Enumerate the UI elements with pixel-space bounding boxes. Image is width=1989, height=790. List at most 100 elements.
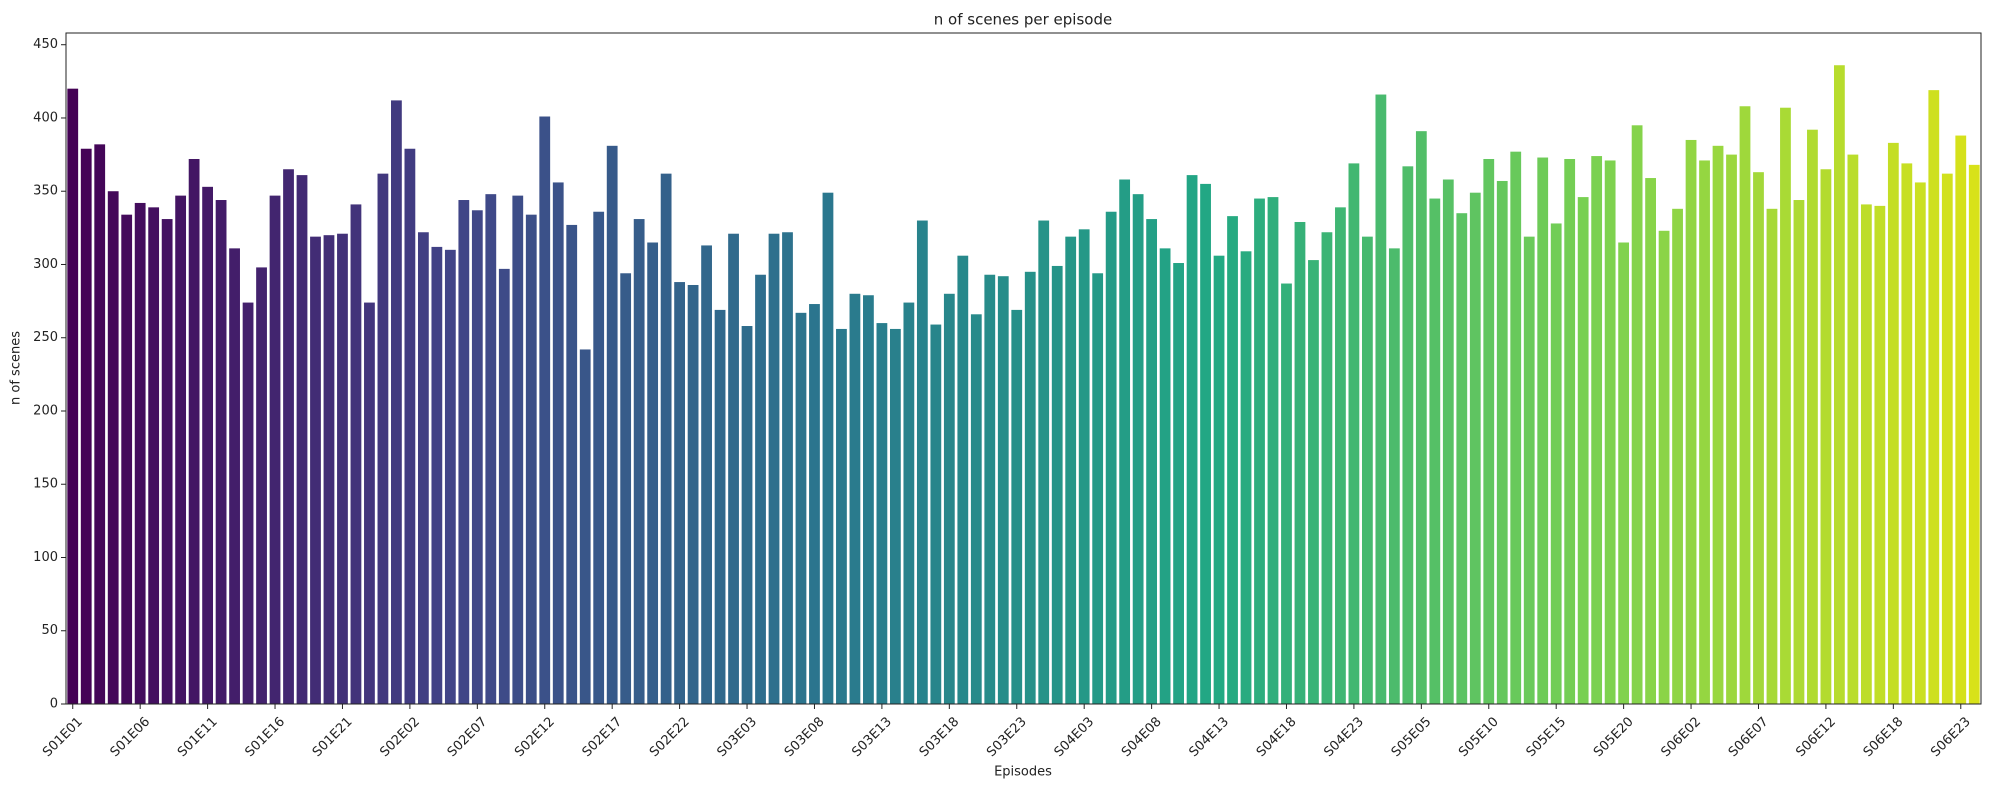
x-tick-label: S05E20 <box>1591 714 1637 760</box>
bar <box>1240 251 1252 705</box>
bar <box>836 328 847 704</box>
bar <box>916 220 928 704</box>
bar <box>755 274 766 704</box>
bar <box>1024 271 1036 704</box>
bar <box>1739 106 1751 704</box>
x-tick-label: S04E18 <box>1254 714 1300 760</box>
x-tick-label: S04E23 <box>1321 714 1367 760</box>
bar <box>1186 175 1198 705</box>
x-tick-label: S06E07 <box>1726 714 1772 760</box>
bar <box>188 158 200 705</box>
bar <box>1469 192 1481 704</box>
y-tick-label: 300 <box>33 257 58 272</box>
bar <box>930 324 942 704</box>
x-tick-label: S03E13 <box>849 714 895 760</box>
bar <box>620 273 632 704</box>
bar <box>1078 229 1090 704</box>
bar <box>566 224 578 704</box>
y-tick-label: 250 <box>33 330 58 345</box>
bar <box>121 214 133 704</box>
bar <box>728 233 739 704</box>
x-tick-label: S01E01 <box>40 714 86 760</box>
bar <box>647 242 659 704</box>
bar <box>903 302 915 704</box>
bar <box>444 249 456 704</box>
bar <box>1429 198 1441 704</box>
bar <box>1847 154 1859 704</box>
bar <box>1699 160 1710 704</box>
bar <box>1604 160 1616 704</box>
bar <box>323 235 335 704</box>
x-tick-label: S06E18 <box>1861 714 1907 760</box>
bar <box>1065 236 1077 704</box>
bar <box>660 173 672 704</box>
bar <box>148 207 160 705</box>
bar <box>377 173 389 704</box>
x-tick-label: S01E16 <box>242 714 288 760</box>
bar <box>1267 197 1279 704</box>
bar <box>1281 283 1292 704</box>
bar <box>1510 151 1522 705</box>
bar <box>1442 179 1454 705</box>
bar <box>1254 198 1265 704</box>
bar <box>337 233 348 704</box>
bar <box>1388 248 1400 704</box>
bar <box>687 284 699 704</box>
x-tick-label: S03E03 <box>714 714 760 760</box>
bar <box>1618 242 1630 704</box>
bar <box>1780 107 1791 705</box>
bar <box>175 195 187 705</box>
bar <box>997 276 1009 704</box>
bar <box>256 267 267 704</box>
y-tick-label: 350 <box>33 184 58 199</box>
bar <box>943 293 955 704</box>
bar <box>498 268 510 704</box>
y-tick-label: 450 <box>33 37 58 52</box>
bar <box>1146 219 1158 704</box>
y-axis-label: n of scenes <box>9 331 24 405</box>
bar <box>1523 236 1535 704</box>
bar <box>431 246 443 704</box>
bar <box>283 169 294 704</box>
y-tick-label: 400 <box>33 110 58 125</box>
bar <box>1361 236 1373 704</box>
bar <box>1011 309 1023 704</box>
bar <box>1402 166 1414 705</box>
bar <box>1914 182 1926 705</box>
bar <box>229 248 240 704</box>
bar <box>242 302 254 704</box>
bar <box>80 148 92 704</box>
bar <box>525 214 537 704</box>
bar <box>633 219 645 704</box>
bar <box>1658 230 1670 704</box>
y-tick-label: 50 <box>41 623 58 638</box>
x-tick-label: S06E23 <box>1928 714 1974 760</box>
bar <box>1726 154 1737 704</box>
bar <box>606 145 618 704</box>
bar <box>795 312 807 704</box>
x-tick-label: S02E17 <box>580 714 626 760</box>
bar <box>674 282 686 704</box>
bar <box>1887 142 1899 705</box>
x-tick-label: S06E12 <box>1793 714 1839 760</box>
bar <box>458 200 470 705</box>
bar <box>215 200 227 705</box>
bar <box>1807 129 1818 704</box>
bar <box>1092 273 1104 704</box>
bar <box>1820 169 1832 704</box>
bar <box>1335 207 1346 705</box>
x-tick-label: S02E22 <box>647 714 693 760</box>
bar <box>417 232 429 704</box>
x-tick-label: S04E08 <box>1119 714 1165 760</box>
bar <box>876 323 888 704</box>
x-axis-label: Episodes <box>994 765 1052 780</box>
bar <box>1415 131 1427 704</box>
x-tick-label: S02E02 <box>377 714 423 760</box>
bar <box>889 328 901 704</box>
bar <box>1348 163 1360 705</box>
bar <box>296 175 308 705</box>
bar <box>714 309 726 704</box>
bar <box>1941 173 1953 704</box>
bar <box>107 191 119 705</box>
